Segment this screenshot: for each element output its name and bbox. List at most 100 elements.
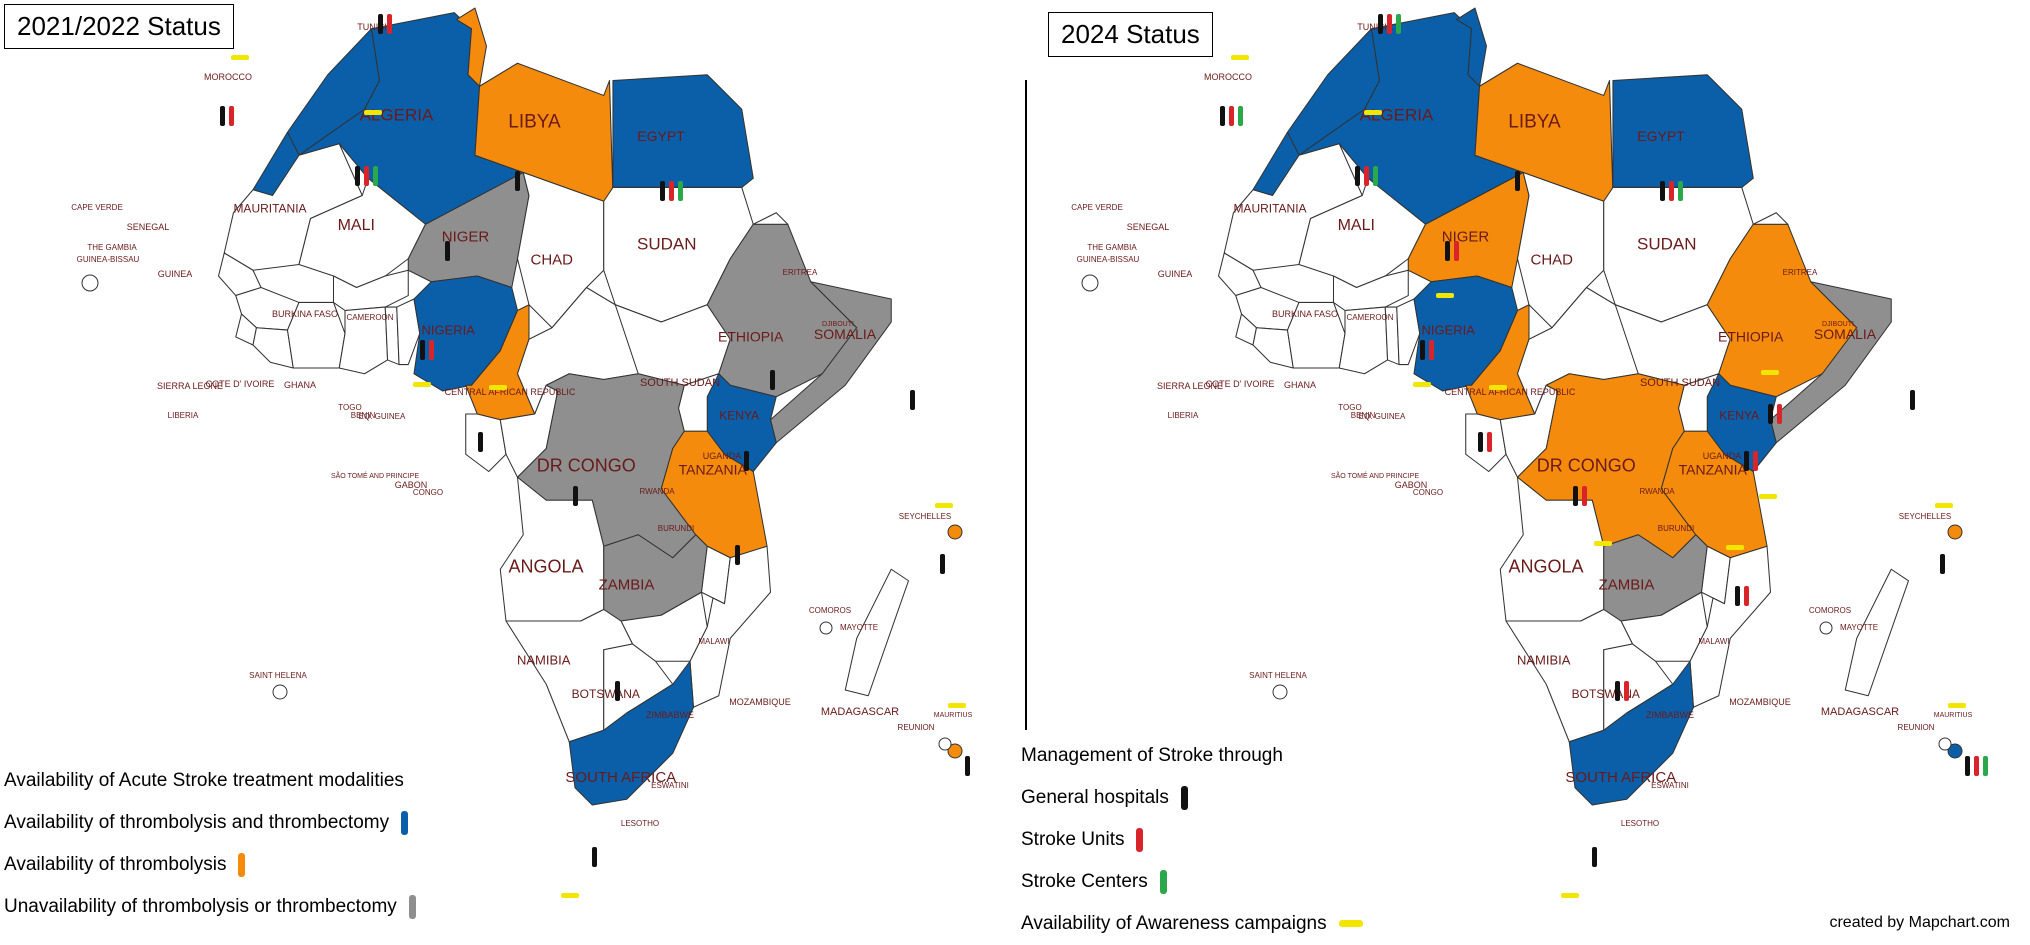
country-label-guinea: GUINEA bbox=[158, 269, 193, 279]
marker-stroke-units bbox=[364, 166, 369, 186]
country-label-mozambique: MOZAMBIQUE bbox=[1729, 697, 1791, 707]
country-label-eq-guinea: EQ. GUINEA bbox=[359, 412, 406, 421]
country-label-zimbabwe: ZIMBABWE bbox=[646, 710, 694, 720]
country-label-djibouti: DJIBOUTI bbox=[822, 321, 854, 328]
country-label-benin: BENIN bbox=[1351, 411, 1376, 420]
marker-stroke-units bbox=[1624, 681, 1629, 701]
marker-general-hospitals bbox=[355, 166, 360, 186]
legend-item-none: Unavailability of thrombolysis or thromb… bbox=[4, 886, 416, 928]
country-label-eritrea: ERITREA bbox=[1783, 268, 1818, 277]
marker-stroke-units bbox=[1229, 106, 1234, 126]
marker-stroke-units bbox=[1582, 486, 1587, 506]
marker-general-hospitals bbox=[660, 181, 665, 201]
marker-general-hospitals bbox=[1573, 486, 1578, 506]
island-seychelles bbox=[947, 524, 963, 540]
country-label-eritrea: ERITREA bbox=[783, 268, 818, 277]
marker-general-hospitals bbox=[478, 432, 483, 452]
country-label-mozambique: MOZAMBIQUE bbox=[729, 697, 791, 707]
marker-awareness bbox=[1561, 893, 1579, 898]
country-label-rwanda: RWANDA bbox=[1639, 487, 1675, 496]
marker-awareness bbox=[364, 110, 382, 115]
country-label-saint-helena: SAINT HELENA bbox=[1249, 671, 1307, 680]
marker-stroke-units bbox=[669, 181, 674, 201]
country-label-nigeria: NIGERIA bbox=[422, 322, 476, 337]
country-liberia bbox=[252, 327, 294, 369]
country-label-namibia: NAMIBIA bbox=[517, 652, 571, 667]
legend-swatch-yellow bbox=[1338, 920, 1363, 928]
legend-swatch-grey bbox=[408, 894, 416, 919]
country-label-mali: MALI bbox=[1338, 217, 1375, 234]
country-label-guinea-bissau: GUINEA-BISSAU bbox=[77, 255, 140, 264]
marker-general-hospitals bbox=[515, 171, 520, 191]
country-benin bbox=[396, 298, 421, 366]
marker-general-hospitals bbox=[735, 545, 740, 565]
marker-stroke-units bbox=[1974, 756, 1979, 776]
marker-awareness bbox=[231, 55, 249, 60]
marker-general-hospitals bbox=[420, 340, 425, 360]
country-label-benin: BENIN bbox=[351, 411, 376, 420]
country-label-cote-d-ivoire: COTE D' IVOIRE bbox=[1206, 379, 1275, 389]
country-gabon bbox=[1465, 413, 1507, 473]
country-label-libya: LIBYA bbox=[1508, 111, 1561, 132]
island-mauritius bbox=[1947, 743, 1963, 759]
country-label-chad: CHAD bbox=[1530, 251, 1573, 268]
legend-item-both: Availability of thrombolysis and thrombe… bbox=[4, 802, 416, 844]
country-label-mauritania: MAURITANIA bbox=[233, 202, 306, 216]
marker-awareness bbox=[1231, 55, 1249, 60]
country-madagascar bbox=[1844, 568, 1910, 697]
marker-general-hospitals bbox=[1660, 181, 1665, 201]
country-label-togo: TOGO bbox=[1338, 403, 1361, 412]
legend-label: Stroke Units bbox=[1021, 829, 1125, 850]
marker-stroke-units bbox=[1364, 166, 1369, 186]
marker-awareness bbox=[1761, 370, 1779, 375]
legend-swatch-blue bbox=[401, 810, 409, 835]
marker-awareness bbox=[1935, 503, 1953, 508]
marker-general-hospitals bbox=[1768, 404, 1773, 424]
marker-general-hospitals bbox=[445, 241, 450, 261]
country-label-cameroon: CAMEROON bbox=[346, 313, 393, 322]
legend-item-stroke-centers: Stroke Centers bbox=[1021, 861, 1363, 903]
country-label-the-gambia: THE GAMBIA bbox=[1087, 243, 1137, 252]
marker-stroke-units bbox=[1669, 181, 1674, 201]
country-label-cameroon: CAMEROON bbox=[1346, 313, 1393, 322]
country-label-morocco: MOROCCO bbox=[1204, 72, 1252, 82]
marker-stroke-units bbox=[1753, 451, 1758, 471]
marker-general-hospitals bbox=[1910, 390, 1915, 410]
country-label-somalia: SOMALIA bbox=[1814, 326, 1877, 342]
country-label-eswatini: ESWATINI bbox=[651, 781, 689, 790]
country-label-mauritania: MAURITANIA bbox=[1233, 202, 1306, 216]
country-label-senegal: SENEGAL bbox=[127, 222, 170, 232]
country-label-south-africa: SOUTH AFRICA bbox=[565, 769, 676, 786]
country-label-chad: CHAD bbox=[530, 251, 573, 268]
right-legend: Management of Stroke through General hos… bbox=[1021, 735, 1363, 945]
country-label-angola: ANGOLA bbox=[1508, 556, 1583, 576]
legend-item-thrombolysis: Availability of thrombolysis bbox=[4, 844, 416, 886]
marker-general-hospitals bbox=[965, 756, 970, 776]
country-label-liberia: LIBERIA bbox=[168, 411, 199, 420]
country-label-dr-congo: DR CONGO bbox=[1537, 455, 1636, 475]
legend-swatch-red bbox=[1136, 827, 1144, 852]
country-label-libya: LIBYA bbox=[508, 111, 561, 132]
island-mauritius bbox=[947, 743, 963, 759]
island-reunion bbox=[1938, 737, 1952, 751]
country-label-angola: ANGOLA bbox=[508, 556, 583, 576]
marker-awareness bbox=[1726, 545, 1744, 550]
legend-title: Availability of Acute Stroke treatment m… bbox=[4, 770, 404, 791]
marker-stroke-units bbox=[1744, 586, 1749, 606]
country-label-morocco: MOROCCO bbox=[204, 72, 252, 82]
country-label-uganda: UGANDA bbox=[1703, 451, 1742, 461]
country-label-dr-congo: DR CONGO bbox=[537, 455, 636, 475]
country-gabon bbox=[465, 413, 507, 473]
country-liberia bbox=[1252, 327, 1294, 369]
country-label-djibouti: DJIBOUTI bbox=[1822, 321, 1854, 328]
country-label-sudan: SUDAN bbox=[637, 234, 697, 253]
country-label-cape-verde: CAPE VERDE bbox=[1071, 203, 1123, 212]
country-label-tanzania: TANZANIA bbox=[679, 462, 748, 478]
country-label-lesotho: LESOTHO bbox=[1621, 819, 1659, 828]
country-label-egypt: EGYPT bbox=[637, 128, 685, 144]
country-label-reunion: REUNION bbox=[898, 723, 935, 732]
country-south-africa bbox=[1568, 660, 1694, 806]
marker-stroke-centers bbox=[1678, 181, 1683, 201]
marker-stroke-units bbox=[387, 14, 392, 34]
